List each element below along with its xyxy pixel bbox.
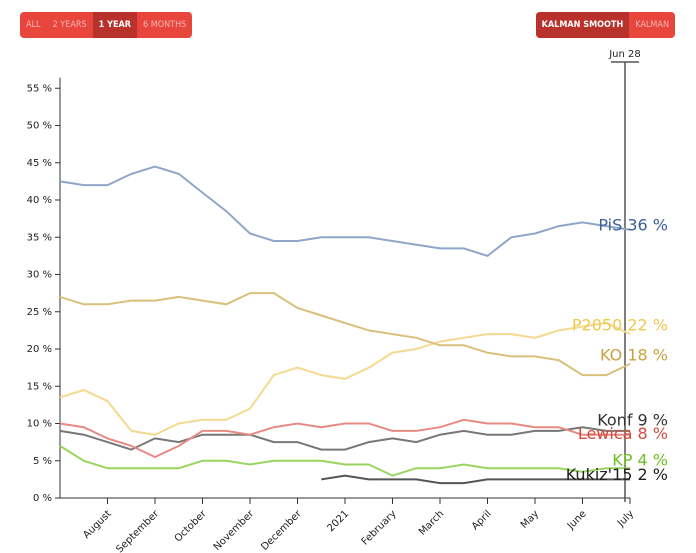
- y-tick-label: 0 %: [33, 493, 52, 504]
- series-label: Konf 9 %: [597, 410, 668, 429]
- x-tick-label: February: [360, 508, 399, 547]
- x-tick-label: November: [212, 508, 257, 553]
- x-tick-label: 2021: [325, 508, 351, 534]
- series-line: [59, 321, 631, 436]
- smooth-buttons: KALMAN SMOOTH KALMAN: [535, 12, 675, 38]
- y-tick-label: 40 %: [27, 195, 52, 206]
- series-label: Lewica 8 %: [578, 424, 668, 443]
- y-tick-label: 55 %: [27, 83, 52, 94]
- series-label: Kukiz'15 2 %: [566, 465, 668, 484]
- toggle-button[interactable]: KALMAN SMOOTH: [535, 12, 630, 38]
- y-tick-label: 20 %: [27, 344, 52, 355]
- x-tick-label: June: [565, 508, 589, 532]
- toggle-button[interactable]: KALMAN: [635, 20, 669, 30]
- series-line: [59, 292, 631, 377]
- series-line: [59, 165, 631, 258]
- toggle-button[interactable]: 2 YEARS: [52, 20, 87, 30]
- series-label: KP 4 %: [612, 451, 668, 470]
- series-line: [321, 474, 630, 485]
- series-line: [59, 445, 630, 477]
- toggle-button[interactable]: ALL: [26, 20, 41, 30]
- y-tick-label: 50 %: [27, 121, 52, 132]
- y-tick-label: 10 %: [27, 419, 52, 430]
- toggle-button[interactable]: 6 MONTHS: [143, 20, 187, 30]
- x-tick-label: August: [81, 508, 114, 541]
- series-label: PiS 36 %: [598, 215, 668, 234]
- y-tick-label: 5 %: [33, 456, 52, 467]
- x-tick-label: September: [114, 508, 161, 553]
- range-buttons: ALL 2 YEARS 1 YEAR 6 MONTHS: [20, 12, 193, 38]
- series-label: KO 18 %: [600, 345, 668, 364]
- x-tick-label: March: [417, 508, 446, 537]
- x-tick-label: October: [173, 508, 210, 545]
- toggle-button[interactable]: 1 YEAR: [92, 12, 138, 38]
- series-line: [59, 418, 630, 459]
- y-tick-label: 25 %: [27, 307, 52, 318]
- y-tick-label: 30 %: [27, 270, 52, 281]
- date-marker-label: Jun 28: [608, 49, 641, 60]
- y-tick-label: 15 %: [27, 381, 52, 392]
- x-tick-label: July: [615, 508, 636, 529]
- x-tick-label: May: [519, 508, 541, 530]
- x-tick-label: April: [470, 508, 494, 532]
- y-tick-label: 35 %: [27, 232, 52, 243]
- series-label: P2050 22 %: [572, 316, 668, 335]
- x-tick-label: December: [259, 508, 304, 553]
- series-line: [59, 426, 630, 451]
- y-tick-label: 45 %: [27, 158, 52, 169]
